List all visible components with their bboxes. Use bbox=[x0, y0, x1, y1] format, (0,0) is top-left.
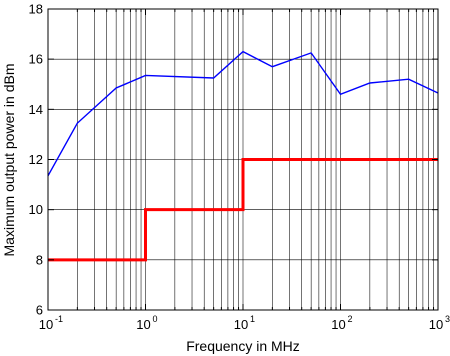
y-tick-label: 6 bbox=[36, 303, 43, 318]
x-axis-label: Frequency in MHz bbox=[186, 338, 300, 354]
x-tick-label-exponent: 0 bbox=[153, 314, 158, 324]
y-tick-label: 18 bbox=[29, 2, 43, 17]
y-axis-label: Maximum output power in dBm bbox=[1, 64, 17, 257]
x-tick-label-exponent: -1 bbox=[55, 314, 63, 324]
y-tick-label: 16 bbox=[29, 52, 43, 67]
ticks bbox=[47, 8, 438, 311]
y-tick-label: 8 bbox=[36, 252, 43, 267]
x-tick-label: 10 bbox=[39, 317, 53, 332]
x-tick-label: 10 bbox=[331, 317, 345, 332]
y-tick-label: 10 bbox=[29, 202, 43, 217]
y-tick-label: 12 bbox=[29, 152, 43, 167]
series-line-2 bbox=[48, 158, 438, 262]
series-line-1 bbox=[47, 50, 439, 177]
x-tick-label: 10 bbox=[429, 317, 443, 332]
x-tick-label: 10 bbox=[136, 317, 150, 332]
x-tick-label-exponent: 1 bbox=[250, 314, 255, 324]
y-tick-label: 14 bbox=[29, 102, 43, 117]
series-layer bbox=[47, 50, 439, 262]
x-tick-label-exponent: 3 bbox=[445, 314, 450, 324]
x-tick-label-exponent: 2 bbox=[348, 314, 353, 324]
x-tick-label: 10 bbox=[234, 317, 248, 332]
